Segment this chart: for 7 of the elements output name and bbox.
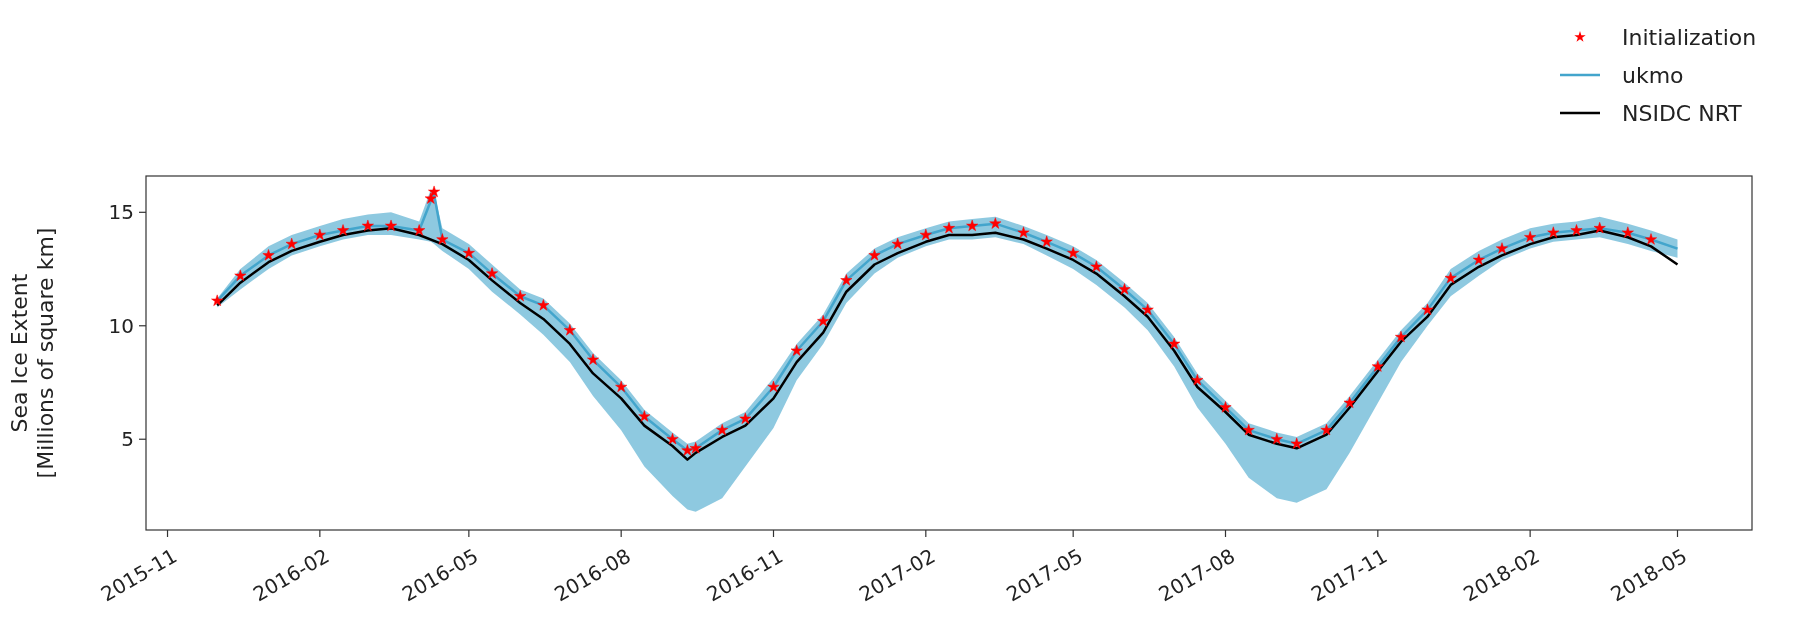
legend-label: NSIDC NRT	[1622, 100, 1743, 126]
y-tick-label: 5	[121, 427, 134, 452]
y-axis-title: Sea Ice Extent [Millions of square km]	[6, 227, 59, 479]
legend-label: ukmo	[1622, 62, 1684, 88]
y-tick-label: 10	[108, 313, 134, 338]
y-tick-label: 15	[108, 200, 134, 225]
legend-label: Initialization	[1622, 24, 1757, 50]
